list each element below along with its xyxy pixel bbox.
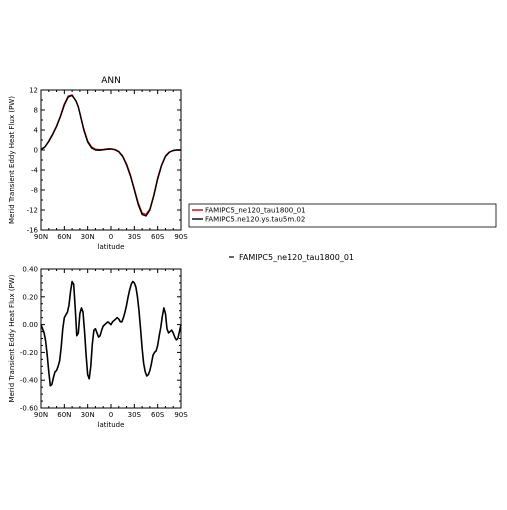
chart-title: ANN [101, 76, 121, 86]
y-tick-label: 0.00 [22, 321, 38, 329]
x-tick-label: 0 [109, 411, 113, 419]
x-tick-label: 90N [34, 411, 48, 419]
x-tick-label: 30N [81, 233, 95, 241]
series-line-2 [40, 94, 181, 217]
x-tick-label: 90S [174, 233, 188, 241]
x-tick-label: 30N [81, 411, 95, 419]
series-line-1 [40, 280, 182, 387]
y-tick-label: -12 [27, 207, 38, 215]
x-tick-label: 60S [151, 411, 165, 419]
y-tick-label: -4 [31, 167, 39, 175]
legend-entry-1: FAMIPC5_ne120_tau1800_01 [205, 207, 306, 215]
y-tick-label: -0.60 [20, 405, 38, 413]
x-tick-label: 30S [128, 411, 142, 419]
bottom-panel: 90N 60N 30N 0 30S 60S 90S 0.40 0.20 0.00 -0.20 -0.4… [8, 266, 188, 430]
y-tick-label: -0.20 [20, 349, 38, 357]
legend-box [188, 203, 497, 228]
bottom-legend: FAMIPC5_ne120_tau1800_01 [229, 253, 354, 262]
y-axis-label: Merid Transient Eddy Heat Flux (PW) [8, 274, 16, 402]
y-tick-label: 8 [34, 107, 38, 115]
x-axis-label: latitude [98, 421, 125, 429]
x-tick-label: 60S [151, 233, 165, 241]
x-tick-label: 60N [57, 411, 71, 419]
y-tick-label: 4 [34, 127, 39, 135]
y-tick-label: 0.40 [22, 266, 38, 274]
y-axis-label: Merid Transient Eddy Heat Flux (PW) [8, 96, 16, 224]
y-tick-label: 12 [29, 87, 38, 95]
y-tick-label: -16 [27, 227, 39, 235]
y-tick-label: -8 [31, 187, 38, 195]
legend-entry: FAMIPC5_ne120_tau1800_01 [239, 253, 354, 262]
x-tick-label: 90N [34, 233, 48, 241]
top-legend: FAMIPC5_ne120_tau1800_01FAMIPC5.ne120.ys… [188, 203, 497, 228]
y-tick-label: -0.40 [20, 377, 38, 385]
legend-entry-2: FAMIPC5.ne120.ys.tau5m.02 [205, 216, 305, 224]
x-axis-label: latitude [98, 243, 125, 251]
x-tick-label: 60N [57, 233, 71, 241]
y-tick-label: 0.20 [22, 293, 38, 301]
x-tick-label: 30S [128, 233, 142, 241]
top-panel: 90N 60N 30N 0 30S 60S 90S 12 8 4 0 -4 -8 -12 -16 ANN lat… [8, 76, 188, 251]
x-tick-label: 0 [109, 233, 113, 241]
y-tick-label: 0 [34, 147, 38, 155]
x-tick-label: 90S [174, 411, 188, 419]
